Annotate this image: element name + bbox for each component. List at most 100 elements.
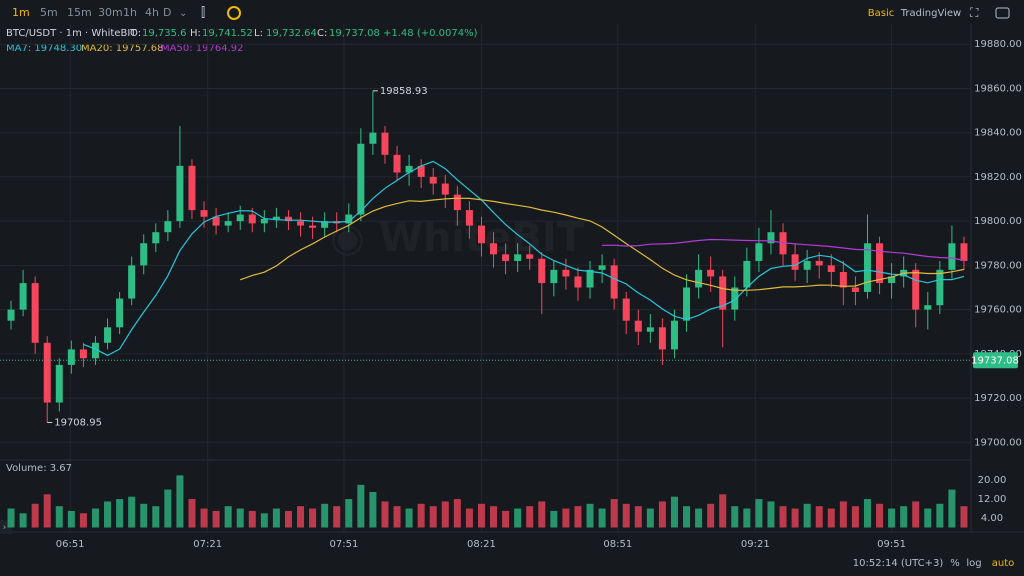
candle-body — [960, 243, 968, 261]
candle-body — [827, 265, 835, 273]
y-tick-label: 19860.00 — [974, 83, 1022, 94]
candle-body — [574, 276, 582, 288]
candle-body — [695, 269, 703, 288]
volume-bar — [526, 506, 534, 528]
volume-bar — [224, 506, 232, 528]
interval-button[interactable]: 1m — [12, 6, 30, 19]
volume-bar — [731, 506, 739, 528]
volume-bar — [284, 510, 292, 528]
quote-label: C: — [317, 28, 327, 39]
candle-body — [767, 232, 775, 244]
interval-button[interactable]: 4h — [145, 6, 159, 19]
candle-body — [31, 283, 39, 343]
volume-bar — [188, 499, 196, 528]
volume-bar — [936, 503, 944, 528]
y-tick-label: 19700.00 — [974, 437, 1022, 448]
volume-bar — [7, 508, 15, 528]
candle-body — [176, 165, 184, 222]
screenshot-icon[interactable] — [995, 7, 1010, 19]
scale-option[interactable]: auto — [992, 558, 1015, 569]
candle-body — [441, 183, 449, 195]
volume-bar — [658, 501, 666, 528]
volume-bar — [441, 501, 449, 528]
candle-body — [345, 214, 353, 224]
volume-bar — [79, 513, 87, 528]
candle-body — [876, 243, 884, 284]
volume-bar — [31, 503, 39, 528]
candle-body — [707, 269, 715, 277]
interval-button[interactable]: 30m — [98, 6, 123, 19]
candle-body — [116, 298, 124, 328]
low-annotation: 19708.95 — [54, 418, 102, 429]
volume-bar — [719, 494, 727, 528]
volume-bar — [260, 513, 268, 528]
chart-title: BTC/USDT · 1m · WhiteBIT — [6, 28, 137, 39]
interval-button[interactable]: D — [163, 6, 171, 19]
mode-button[interactable]: Basic — [868, 8, 894, 19]
chart-type-icon[interactable]: ⫿ — [201, 6, 205, 21]
candle-body — [67, 349, 75, 365]
volume-bar — [562, 508, 570, 528]
volume-bar — [791, 508, 799, 528]
candle-body — [502, 254, 510, 261]
candle-body — [658, 327, 666, 350]
mode-button[interactable]: TradingView — [900, 8, 961, 19]
moving-average-line — [83, 160, 965, 357]
candle-body — [622, 298, 630, 321]
volume-bar — [417, 503, 425, 528]
volume-bar — [116, 499, 124, 528]
candle-body — [7, 309, 15, 321]
volume-bar — [912, 501, 920, 528]
candle-body — [140, 243, 148, 266]
settings-icon[interactable] — [227, 6, 241, 20]
volume-bar — [803, 503, 811, 528]
candle-body — [791, 254, 799, 270]
x-tick-label: 09:51 — [877, 539, 906, 550]
candle-body — [248, 214, 256, 224]
candle-body — [284, 216, 292, 222]
fullscreen-icon[interactable]: ⛶ — [969, 6, 979, 20]
legend-entry: MA50: 19764.92 — [161, 43, 243, 54]
volume-tick-label: 4.00 — [981, 513, 1003, 524]
volume-bar — [598, 508, 606, 528]
volume-bar — [140, 503, 148, 528]
candle-body — [369, 132, 377, 144]
volume-bar — [152, 506, 160, 528]
volume-bar — [393, 506, 401, 528]
volume-bar — [369, 491, 377, 528]
x-tick-label: 08:21 — [467, 539, 496, 550]
candle-body — [297, 221, 305, 226]
volume-bar — [128, 496, 136, 528]
volume-bar — [91, 508, 99, 528]
quote-value: 19,732.64 — [266, 28, 317, 39]
volume-bar — [634, 506, 642, 528]
volume-bar — [900, 506, 908, 528]
candle-body — [417, 165, 425, 177]
candle-body — [200, 210, 208, 217]
candle-body — [152, 232, 160, 244]
scale-option[interactable]: log — [966, 558, 981, 569]
volume-bar — [646, 508, 654, 528]
volume-bar — [465, 508, 473, 528]
volume-bar — [200, 508, 208, 528]
volume-bar — [924, 508, 932, 528]
quote-label: L: — [254, 28, 263, 39]
interval-button[interactable]: 5m — [40, 6, 58, 19]
high-annotation: 19858.93 — [380, 86, 428, 97]
interval-more[interactable]: ⌄ — [179, 8, 187, 19]
candle-body — [538, 258, 546, 284]
interval-button[interactable]: 1h — [123, 6, 137, 19]
scale-option[interactable]: % — [950, 558, 960, 569]
candle-body — [755, 243, 763, 261]
volume-bar — [19, 513, 27, 528]
last-price-label: 19737.08 — [971, 355, 1019, 366]
volume-bar — [67, 510, 75, 528]
candle-body — [381, 132, 389, 155]
interval-button[interactable]: 15m — [67, 6, 92, 19]
volume-bar — [176, 475, 184, 528]
volume-bar — [43, 494, 51, 528]
candle-body — [224, 221, 232, 226]
volume-bar — [550, 510, 558, 528]
quote-label: O: — [130, 28, 141, 39]
candle-body — [405, 165, 413, 173]
